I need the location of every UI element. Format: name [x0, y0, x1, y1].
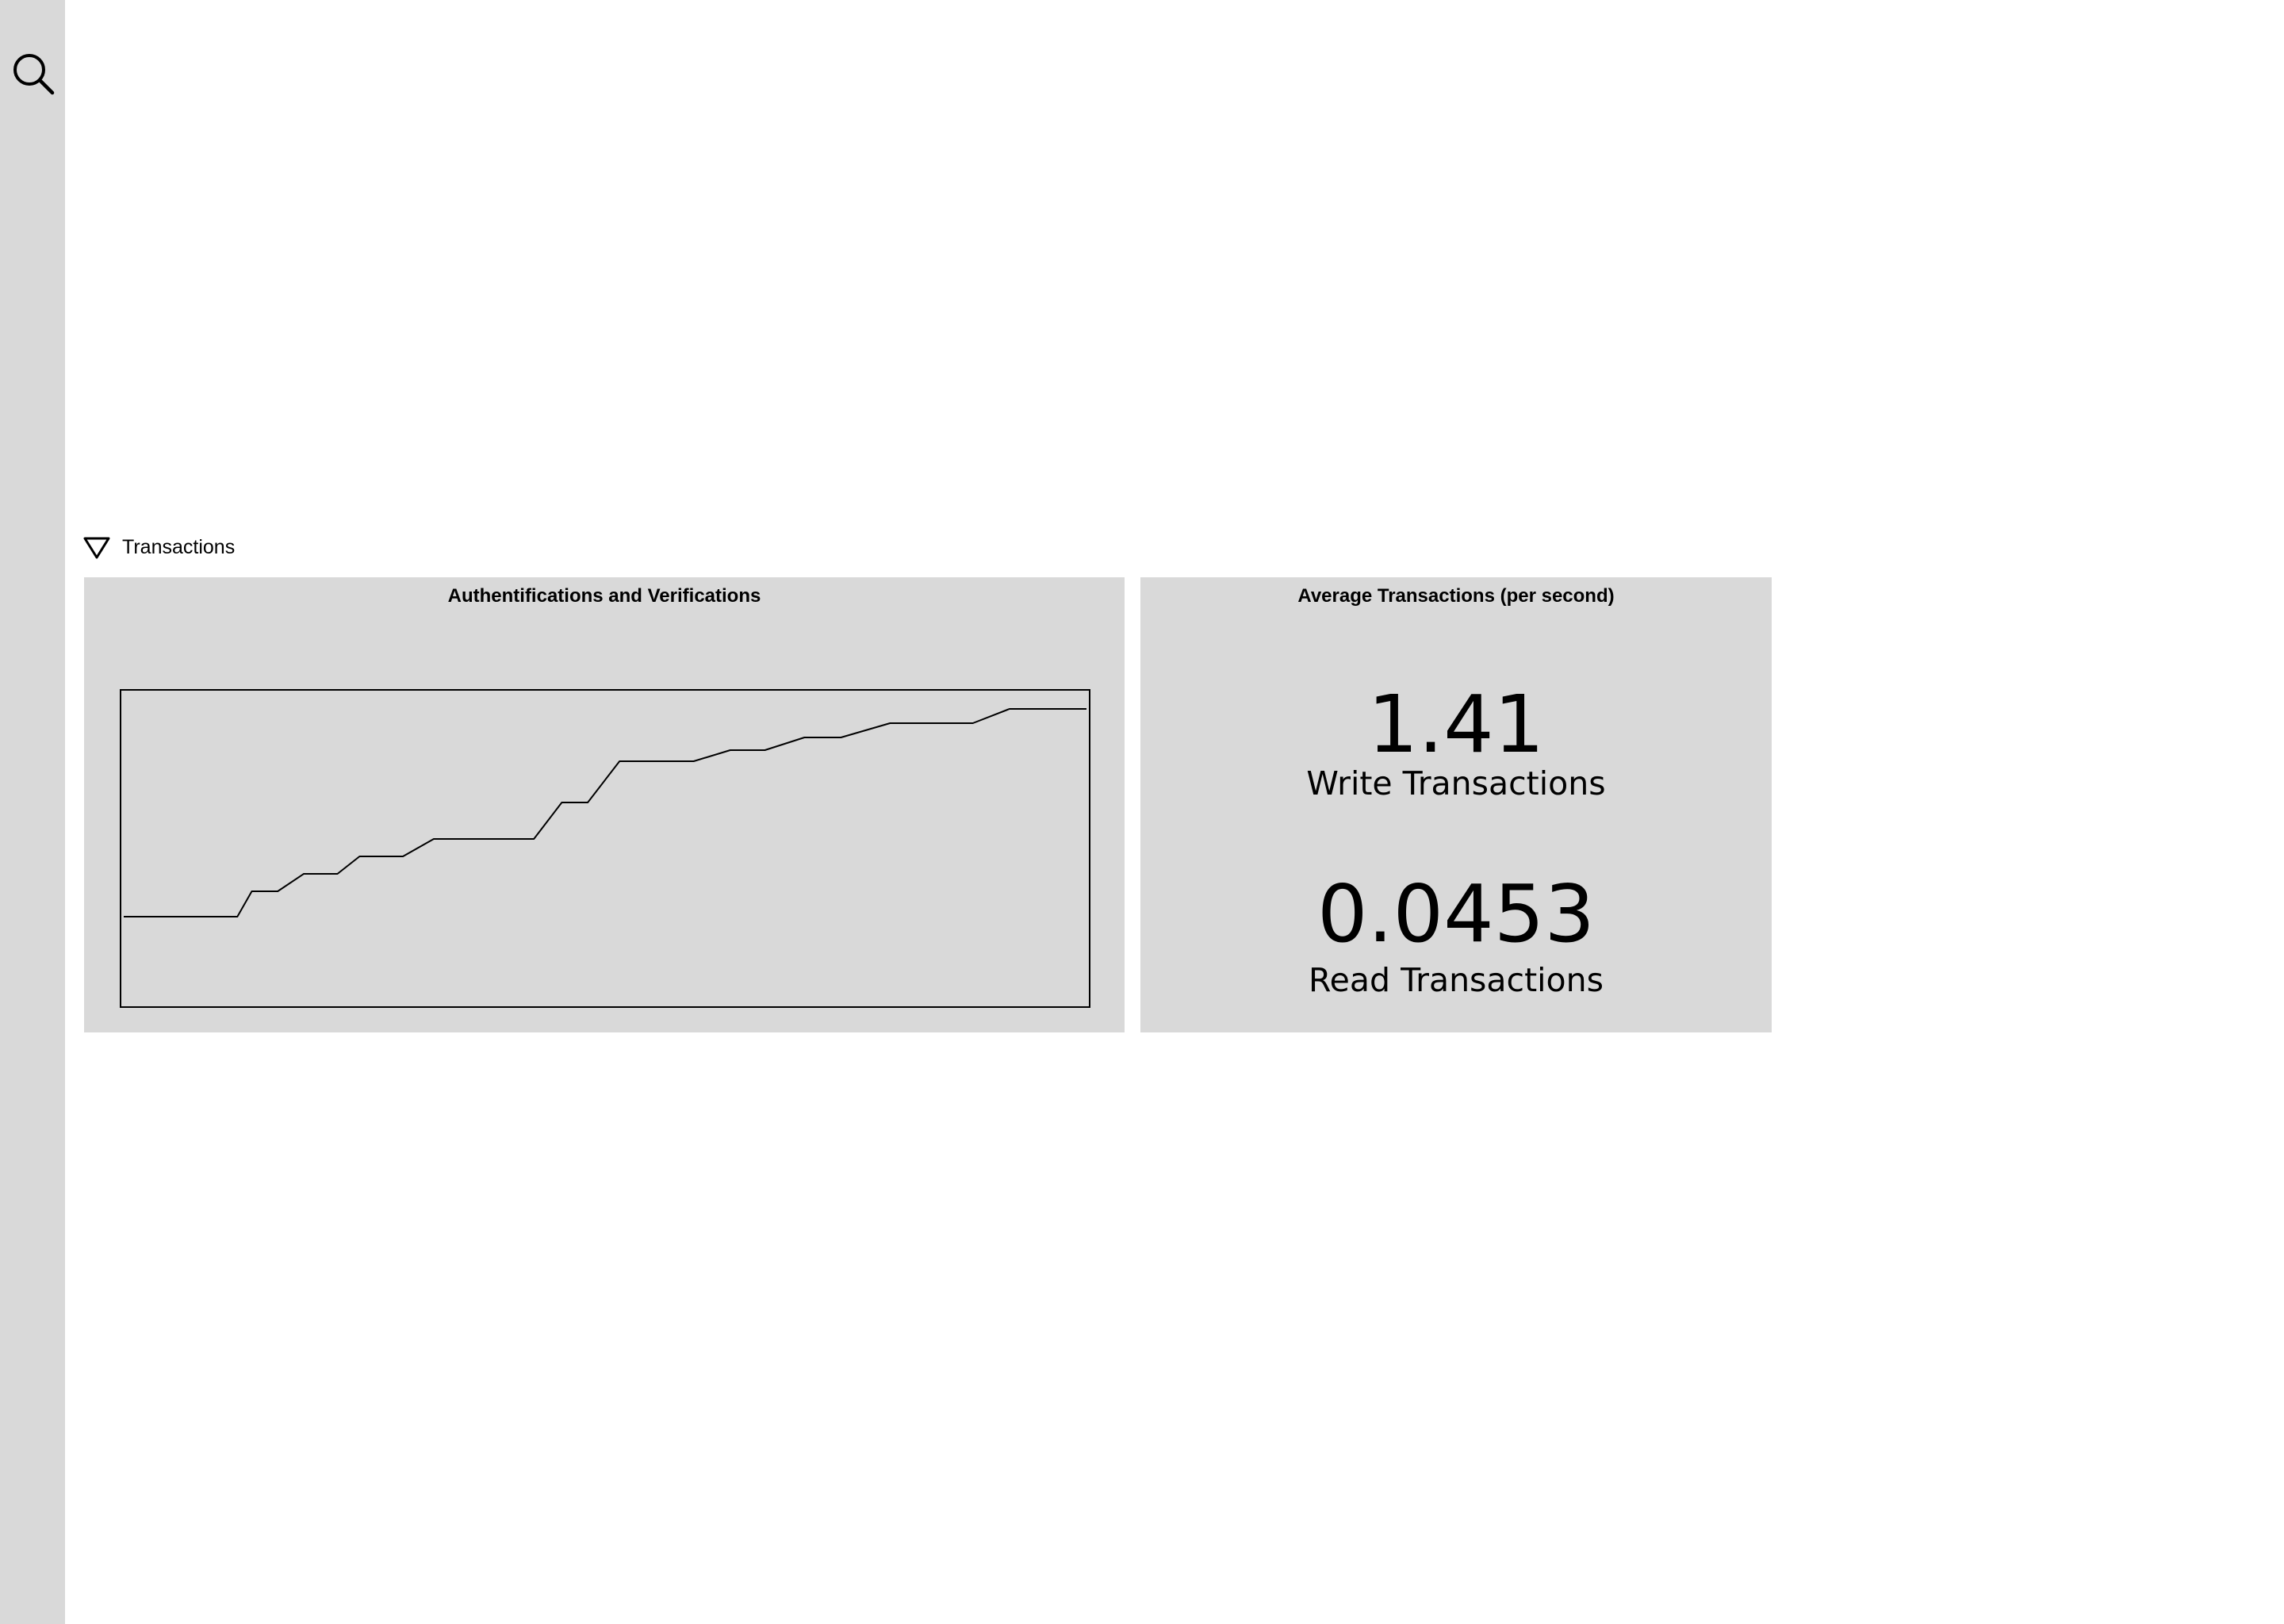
chart-plot-frame: [120, 689, 1090, 1008]
search-button[interactable]: [9, 49, 56, 97]
search-icon: [13, 54, 55, 95]
panel-authentifications: Authentifications and Verifications: [84, 577, 1125, 1032]
panel-title: Average Transactions (per second): [1297, 585, 1615, 607]
line-chart: [120, 689, 1090, 1008]
section-header-transactions[interactable]: Transactions: [82, 533, 235, 561]
panel-title: Authentifications and Verifications: [447, 585, 761, 607]
write-transactions-label: Write Transactions: [1306, 764, 1606, 802]
section-label: Transactions: [122, 535, 236, 558]
sidebar: [0, 0, 65, 1624]
read-transactions-label: Read Transactions: [1309, 961, 1604, 999]
triangle-down-icon[interactable]: [82, 533, 111, 561]
write-transactions-value: 1.41: [1367, 678, 1545, 771]
panel-average-transactions: Average Transactions (per second) 1.41 W…: [1140, 577, 1772, 1032]
series-line: [124, 708, 1086, 917]
read-transactions-value: 0.0453: [1317, 868, 1595, 960]
